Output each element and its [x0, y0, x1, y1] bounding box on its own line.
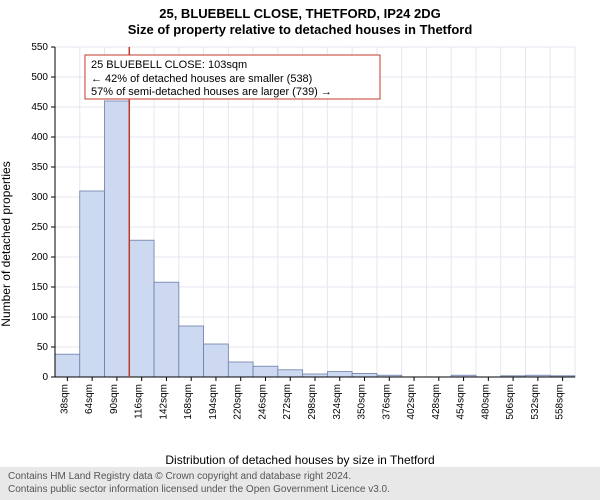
svg-text:300: 300: [31, 192, 48, 203]
svg-text:532sqm: 532sqm: [530, 384, 541, 420]
svg-text:220sqm: 220sqm: [233, 384, 244, 420]
y-axis-label: Number of detached properties: [0, 161, 13, 326]
svg-text:246sqm: 246sqm: [257, 384, 268, 420]
svg-text:25 BLUEBELL CLOSE: 103sqm: 25 BLUEBELL CLOSE: 103sqm: [91, 59, 247, 71]
svg-text:57% of semi-detached houses ar: 57% of semi-detached houses are larger (…: [91, 86, 332, 98]
svg-text:← 42% of detached houses are s: ← 42% of detached houses are smaller (53…: [91, 73, 312, 85]
svg-text:506sqm: 506sqm: [505, 384, 516, 420]
attribution-line-2: Contains public sector information licen…: [8, 484, 592, 497]
svg-text:194sqm: 194sqm: [208, 384, 219, 420]
svg-text:250: 250: [31, 222, 48, 233]
svg-text:90sqm: 90sqm: [109, 384, 120, 414]
svg-text:50: 50: [37, 342, 49, 353]
svg-text:376sqm: 376sqm: [381, 384, 392, 420]
svg-text:550: 550: [31, 42, 48, 53]
chart-title: 25, BLUEBELL CLOSE, THETFORD, IP24 2DG: [159, 6, 440, 21]
histogram-chart: 0 50 100 150 200 250 300 350 400 450 500 550 38sqm 64…: [0, 37, 590, 427]
chart-area: Number of detached properties 0 50 100 150 2…: [0, 37, 600, 451]
svg-text:0: 0: [42, 372, 48, 383]
svg-text:500: 500: [31, 72, 48, 83]
svg-text:450: 450: [31, 102, 48, 113]
svg-text:298sqm: 298sqm: [307, 384, 318, 420]
svg-text:350sqm: 350sqm: [357, 384, 368, 420]
attribution-line-1: Contains HM Land Registry data © Crown c…: [8, 471, 592, 484]
svg-text:324sqm: 324sqm: [332, 384, 343, 420]
svg-text:64sqm: 64sqm: [84, 384, 95, 414]
svg-text:200: 200: [31, 252, 48, 263]
svg-text:142sqm: 142sqm: [158, 384, 169, 420]
svg-text:116sqm: 116sqm: [134, 384, 145, 419]
svg-text:402sqm: 402sqm: [406, 384, 417, 420]
svg-text:272sqm: 272sqm: [282, 384, 293, 420]
svg-text:350: 350: [31, 162, 48, 173]
svg-text:400: 400: [31, 132, 48, 143]
svg-text:100: 100: [31, 312, 48, 323]
attribution-footer: Contains HM Land Registry data © Crown c…: [0, 467, 600, 500]
svg-text:168sqm: 168sqm: [183, 384, 194, 420]
svg-text:454sqm: 454sqm: [456, 384, 467, 420]
svg-text:558sqm: 558sqm: [555, 384, 566, 420]
x-axis-label: Distribution of detached houses by size …: [165, 453, 434, 467]
svg-text:38sqm: 38sqm: [59, 384, 70, 414]
chart-subtitle: Size of property relative to detached ho…: [128, 22, 473, 37]
svg-text:150: 150: [31, 282, 48, 293]
svg-text:428sqm: 428sqm: [431, 384, 442, 420]
svg-text:480sqm: 480sqm: [480, 384, 491, 420]
